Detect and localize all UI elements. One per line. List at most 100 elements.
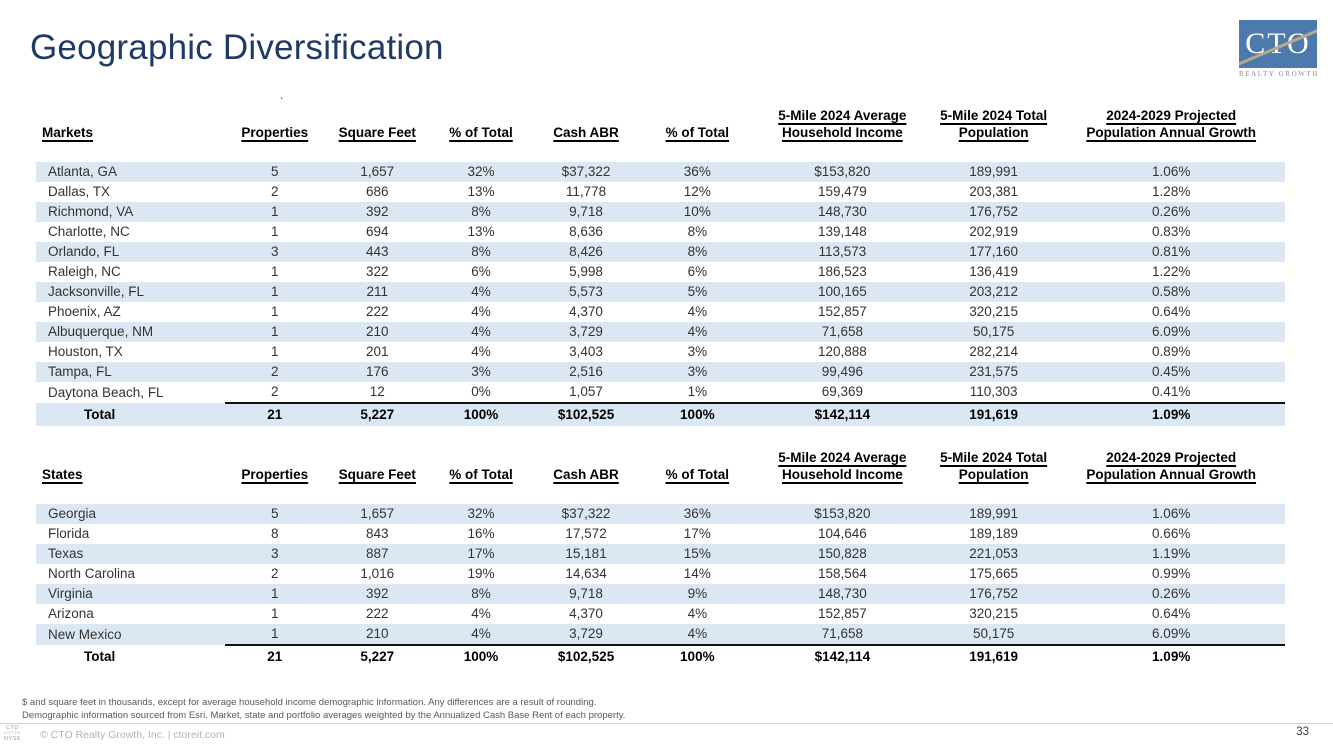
table-cell: 4% (429, 603, 533, 624)
table-cell: 71,658 (754, 321, 930, 342)
table-cell: 211 (324, 281, 430, 302)
table-cell: 8% (639, 221, 755, 242)
table-cell: 1 (224, 301, 325, 322)
table-cell: 686 (324, 181, 430, 202)
table-cell: 150,828 (754, 543, 930, 564)
column-header: 5-Mile 2024 Total Population (940, 450, 1048, 482)
table-row: Virginia 1 392 8% 9,718 9% 148,730 176,752 0.26% (36, 583, 1285, 604)
table-cell: $153,820 (754, 161, 930, 182)
table-cell: 13% (429, 181, 533, 202)
header-row: Markets Properties Square Feet % of Total Ca… (36, 108, 1285, 145)
table-cell: 9,718 (532, 583, 640, 604)
table-cell: 2 (224, 181, 325, 202)
table-cell: North Carolina (36, 563, 225, 584)
table-cell: 110,303 (929, 381, 1058, 403)
table-cell: 152,857 (754, 603, 930, 624)
column-header: Square Feet (338, 466, 416, 482)
total-cell: 5,227 (324, 401, 430, 426)
table-cell: Florida (36, 523, 225, 544)
table-row: Texas 3 887 17% 15,181 15% 150,828 221,053 1.19% (36, 543, 1285, 564)
table-row: Albuquerque, NM 1 210 4% 3,729 4% 71,658 50,175… (36, 321, 1285, 342)
table-cell: 4% (429, 341, 533, 362)
table-cell: 3,729 (532, 321, 640, 342)
table-cell: 6% (639, 261, 755, 282)
footnote-line-2: Demographic information sourced from Esr… (22, 709, 626, 721)
table-row: Georgia 5 1,657 32% $37,322 36% $153,820 189,99… (36, 503, 1285, 524)
table-cell: Albuquerque, NM (36, 321, 225, 342)
table-cell: 0.64% (1057, 603, 1285, 624)
table-cell: 1.06% (1057, 503, 1285, 524)
table-row: Tampa, FL 2 176 3% 2,516 3% 99,496 231,575 0.45% (36, 361, 1285, 382)
table-cell: 3,729 (532, 623, 640, 645)
table-cell: 2 (224, 563, 325, 584)
table-cell: Dallas, TX (36, 181, 225, 202)
markets-table: Markets Properties Square Feet % of Total Ca… (36, 108, 1285, 426)
table-cell: 8 (224, 523, 325, 544)
table-row: New Mexico 1 210 4% 3,729 4% 71,658 50,175 6.09% (36, 623, 1285, 645)
table-cell: 1 (224, 583, 325, 604)
table-cell: 222 (324, 603, 430, 624)
table-cell: 8% (429, 583, 533, 604)
table-cell: 2,516 (532, 361, 640, 382)
table-cell: 694 (324, 221, 430, 242)
table-cell: 0.81% (1057, 241, 1285, 262)
table-cell: 1% (639, 381, 755, 403)
table-cell: 1 (224, 623, 325, 645)
stray-period-mark: . (280, 88, 284, 102)
header-gap (36, 144, 1285, 162)
total-cell: 100% (429, 401, 533, 426)
table-cell: 4% (429, 301, 533, 322)
table-cell: 0.83% (1057, 221, 1285, 242)
table-cell: 443 (324, 241, 430, 262)
table-cell: 5% (639, 281, 755, 302)
table-cell: 4% (639, 321, 755, 342)
table-cell: 175,665 (929, 563, 1058, 584)
table-cell: 0.26% (1057, 201, 1285, 222)
header-row: States Properties Square Feet % of Total Cas… (36, 450, 1285, 487)
table-cell: 4% (639, 623, 755, 645)
total-cell: 21 (224, 401, 325, 426)
table-cell: 1 (224, 281, 325, 302)
column-header: % of Total (665, 124, 730, 140)
table-cell: 3 (224, 543, 325, 564)
column-header: % of Total (449, 466, 513, 482)
table-cell: Raleigh, NC (36, 261, 225, 282)
table-cell: 12 (324, 381, 430, 403)
table-cell: 2 (224, 361, 325, 382)
table-cell: Virginia (36, 583, 225, 604)
table-cell: 1.22% (1057, 261, 1285, 282)
table-cell: 32% (429, 503, 533, 524)
table-cell: 10% (639, 201, 755, 222)
total-cell: 100% (639, 401, 755, 426)
table-cell: 1.28% (1057, 181, 1285, 202)
table-cell: 148,730 (754, 583, 930, 604)
table-cell: 8,426 (532, 241, 640, 262)
table-cell: 17% (429, 543, 533, 564)
table-cell: 210 (324, 321, 430, 342)
column-header: Properties (241, 124, 309, 140)
column-header: Cash ABR (553, 466, 619, 482)
copyright-text: © CTO Realty Growth, Inc. | ctoreit.com (40, 729, 225, 741)
table-cell: 177,160 (929, 241, 1058, 262)
table-cell: Charlotte, NC (36, 221, 225, 242)
total-cell: 21 (224, 643, 325, 668)
table-cell: 4,370 (532, 603, 640, 624)
table-cell: 222 (324, 301, 430, 322)
table-cell: 1,057 (532, 381, 640, 403)
table-cell: 8% (429, 241, 533, 262)
column-header: 5-Mile 2024 Average Household Income (778, 108, 907, 140)
table-cell: 176,752 (929, 583, 1058, 604)
table-cell: $37,322 (532, 161, 640, 182)
table-row: Richmond, VA 1 392 8% 9,718 10% 148,730 176,752… (36, 201, 1285, 222)
table-cell: 4% (639, 603, 755, 624)
table-cell: 4% (429, 321, 533, 342)
table-cell: 17,572 (532, 523, 640, 544)
markets-table-section: Markets Properties Square Feet % of Total Ca… (36, 108, 1285, 426)
table-cell: 12% (639, 181, 755, 202)
table-cell: 3 (224, 241, 325, 262)
total-cell: 191,619 (929, 401, 1058, 426)
table-cell: 148,730 (754, 201, 930, 222)
table-cell: Phoenix, AZ (36, 301, 225, 322)
table-cell: 0.64% (1057, 301, 1285, 322)
table-cell: 50,175 (929, 321, 1058, 342)
